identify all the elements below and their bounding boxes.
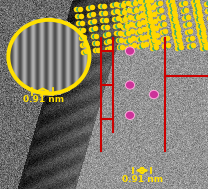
Circle shape — [149, 90, 158, 99]
Text: 0.91 nm: 0.91 nm — [23, 95, 64, 105]
Circle shape — [125, 81, 135, 89]
Text: 0.91 nm: 0.91 nm — [122, 175, 163, 184]
Circle shape — [125, 47, 135, 55]
Circle shape — [125, 111, 135, 119]
